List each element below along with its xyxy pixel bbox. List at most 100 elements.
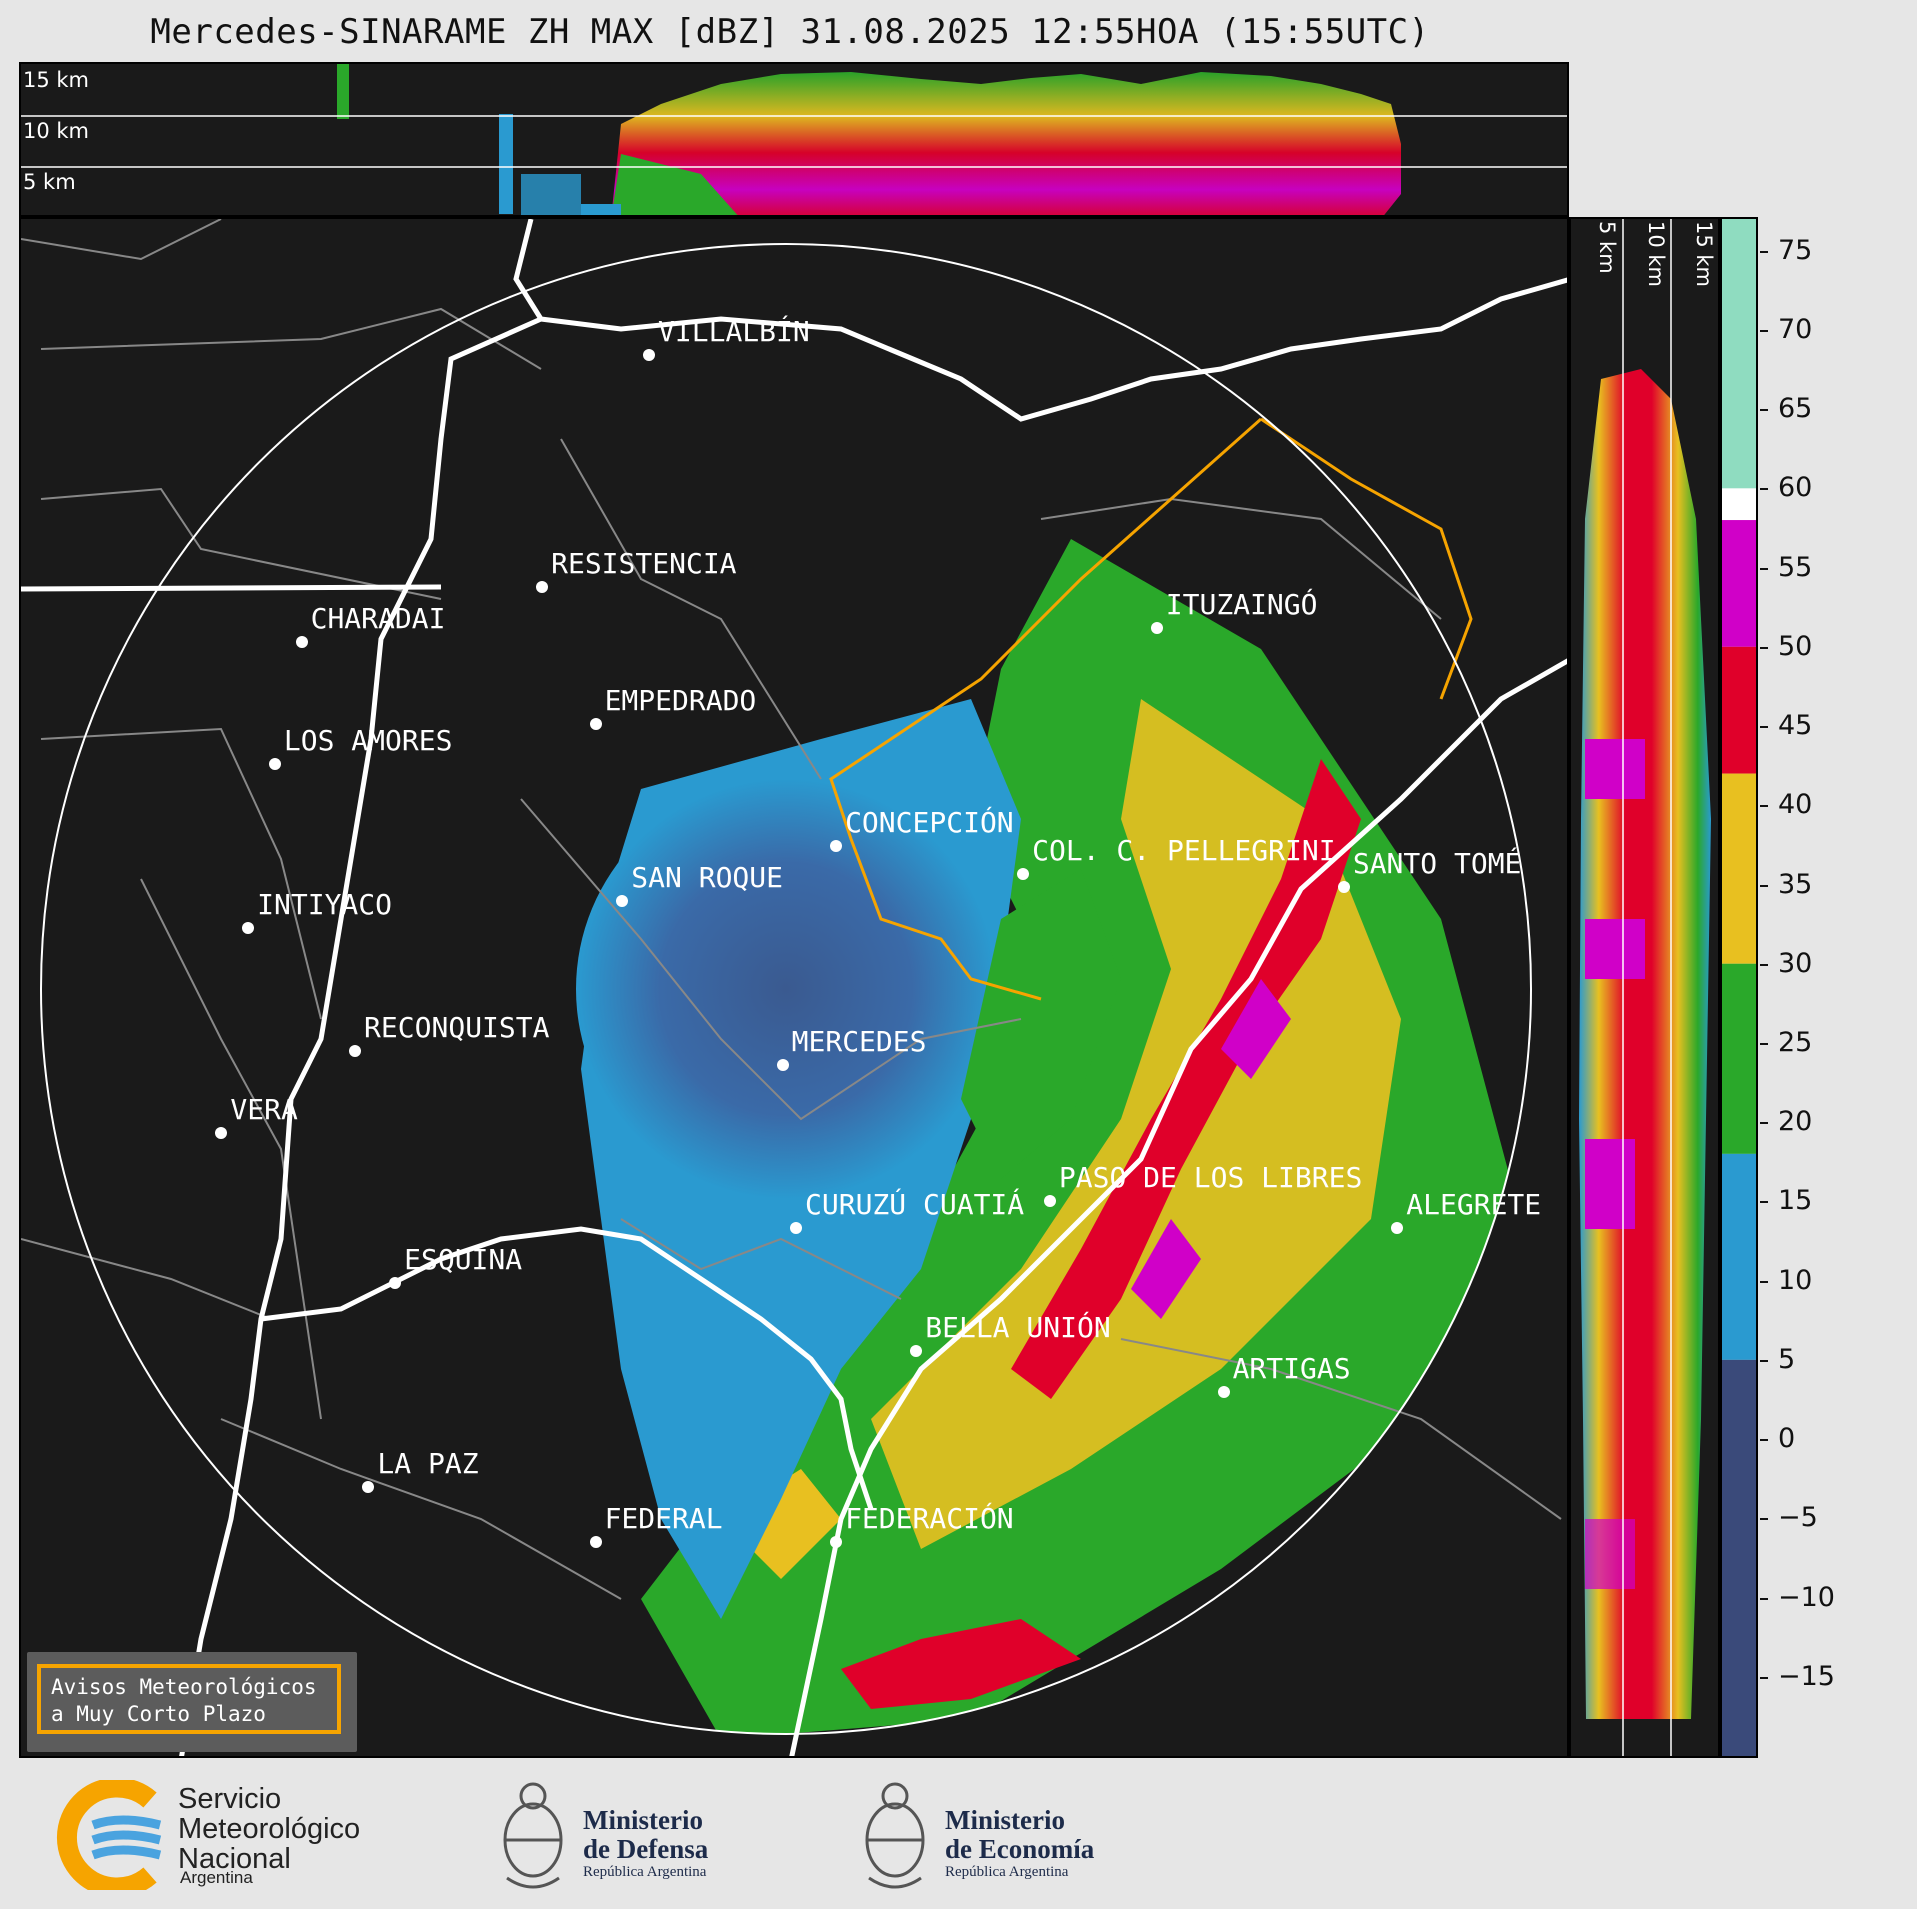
colorbar-tick-label: 60 <box>1778 472 1813 504</box>
national-borders <box>21 219 1567 1756</box>
city-label: VILLALBÍN <box>658 315 810 349</box>
colorbar-tick-mark <box>1760 567 1768 570</box>
orange-boundary <box>829 417 1262 1001</box>
colorbar-band <box>1722 963 1756 1154</box>
defensa-line-1: Ministerio <box>583 1805 703 1835</box>
colorbar-gradient <box>1722 219 1756 1756</box>
city-label: MERCEDES <box>791 1024 927 1058</box>
colorbar-tick-label: 55 <box>1778 551 1813 583</box>
city-marker <box>268 758 281 771</box>
colorbar-band <box>1722 219 1756 489</box>
notice-line-1: Avisos Meteorológicos <box>51 1675 317 1699</box>
city-label: FEDERAL <box>604 1501 723 1535</box>
colorbar-band <box>1722 520 1756 647</box>
city-marker <box>830 840 843 853</box>
colorbar-tick-label: 75 <box>1778 234 1813 266</box>
top-profile-15km-label: 15 km <box>23 68 90 92</box>
city-marker <box>362 1481 375 1494</box>
defensa-sub: República Argentina <box>583 1864 707 1880</box>
economia-logo-text: Ministerio de Economía República Argenti… <box>945 1806 1094 1881</box>
city-label: ESQUINA <box>404 1242 523 1276</box>
colorbar-ticks: 75 70 65 60 55 50 45 40 35 30 25 20 15 10 5 0 −5 −10 −15 <box>1760 217 1900 1758</box>
smn-line-1: Servicio <box>178 1783 282 1815</box>
colorbar-tick-label: 50 <box>1778 630 1813 662</box>
city-marker <box>589 1535 602 1548</box>
colorbar-tick-label: 25 <box>1778 1026 1813 1058</box>
colorbar-band <box>1722 1359 1756 1756</box>
colorbar-tick-mark <box>1760 646 1768 649</box>
colorbar-tick-mark <box>1760 1676 1768 1679</box>
city-marker <box>790 1222 802 1235</box>
city-marker <box>1217 1385 1230 1398</box>
city-label: PASO DE LOS LIBRES <box>1058 1160 1363 1194</box>
right-profile-10km-label: 10 km <box>1644 221 1668 288</box>
colorbar-tick-mark <box>1760 1122 1768 1125</box>
city-marker <box>389 1276 402 1289</box>
city-marker <box>295 635 308 648</box>
smn-line-2: Meteorológico <box>178 1813 361 1845</box>
city-label: ITUZAINGÓ <box>1165 588 1318 622</box>
city-marker <box>1150 622 1163 635</box>
city-label: ALEGRETE <box>1406 1188 1542 1222</box>
right-altitude-profile: 5 km 10 km 15 km <box>1569 217 1720 1758</box>
top-profile-echoes <box>21 64 1567 215</box>
city-label: VERA <box>230 1092 298 1126</box>
city-marker <box>215 1126 228 1139</box>
political-borders <box>21 219 1562 1600</box>
city-label: EMPEDRADO <box>604 683 757 717</box>
coat-of-arms-icon <box>503 1782 563 1889</box>
economia-line-1: Ministerio <box>945 1805 1065 1835</box>
colorbar-tick-label: 70 <box>1778 313 1813 345</box>
city-marker <box>589 717 602 730</box>
footer-logos: Servicio Meteorológico Nacional Argentin… <box>0 1770 1917 1909</box>
defensa-line-2: de Defensa <box>583 1834 709 1864</box>
colorbar-tick-mark <box>1760 1201 1768 1204</box>
radar-echo-field <box>576 539 1521 1734</box>
colorbar-tick-mark <box>1760 1359 1768 1362</box>
colorbar-tick-label: 30 <box>1778 947 1813 979</box>
colorbar-tick-mark <box>1760 488 1768 491</box>
colorbar-tick-mark <box>1760 409 1768 412</box>
colorbar-tick-label: −15 <box>1778 1660 1835 1692</box>
colorbar-tick-label: 15 <box>1778 1185 1813 1217</box>
radar-map[interactable]: VILLALBÍN RESISTENCIA CHARADAI EMPEDRADO LOS… <box>19 217 1569 1758</box>
city-label: RESISTENCIA <box>551 547 737 581</box>
colorbar-tick-mark <box>1760 1042 1768 1045</box>
city-marker <box>242 922 255 935</box>
city-marker <box>910 1344 923 1357</box>
defensa-logo-text: Ministerio de Defensa República Argentin… <box>583 1806 708 1881</box>
coat-of-arms-icon <box>865 1782 925 1889</box>
city-label: SAN ROQUE <box>631 860 783 894</box>
city-label: ARTIGAS <box>1232 1351 1351 1385</box>
city-label: CONCEPCIÓN <box>845 806 1014 840</box>
smn-country: Argentina <box>180 1868 253 1887</box>
colorbar-tick-mark <box>1760 1518 1768 1521</box>
city-label: RECONQUISTA <box>364 1010 550 1044</box>
city-label: SANTO TOMÉ <box>1352 847 1522 881</box>
colorbar-tick-mark <box>1760 805 1768 808</box>
city-marker <box>643 349 656 362</box>
notice-box[interactable]: Avisos Meteorológicos a Muy Corto Plazo <box>27 1652 357 1752</box>
city-marker <box>776 1058 789 1071</box>
colorbar-tick-mark <box>1760 329 1768 332</box>
city-label: CURUZÚ CUATIÁ <box>805 1188 1025 1222</box>
range-ring <box>40 243 1532 1735</box>
notice-text[interactable]: Avisos Meteorológicos a Muy Corto Plazo <box>37 1664 341 1734</box>
city-label: FEDERACIÓN <box>845 1501 1014 1535</box>
city-marker <box>830 1535 843 1548</box>
city-label: INTIYACO <box>257 888 392 922</box>
colorbar-band <box>1722 488 1756 521</box>
smn-line-3: Nacional <box>178 1843 291 1875</box>
colorbar-tick-mark <box>1760 1439 1768 1442</box>
dbz-colorbar <box>1720 217 1758 1758</box>
city-marker <box>1043 1194 1056 1207</box>
city-label: CHARADAI <box>310 601 446 635</box>
radar-map-canvas <box>21 219 1567 1756</box>
colorbar-tick-label: 20 <box>1778 1106 1813 1138</box>
colorbar-tick-label: 0 <box>1778 1423 1796 1455</box>
colorbar-band <box>1722 1153 1756 1360</box>
colorbar-band <box>1722 646 1756 774</box>
colorbar-tick-label: −5 <box>1778 1502 1818 1534</box>
colorbar-tick-label: 40 <box>1778 789 1813 821</box>
orange-boundary-east <box>1260 417 1473 700</box>
